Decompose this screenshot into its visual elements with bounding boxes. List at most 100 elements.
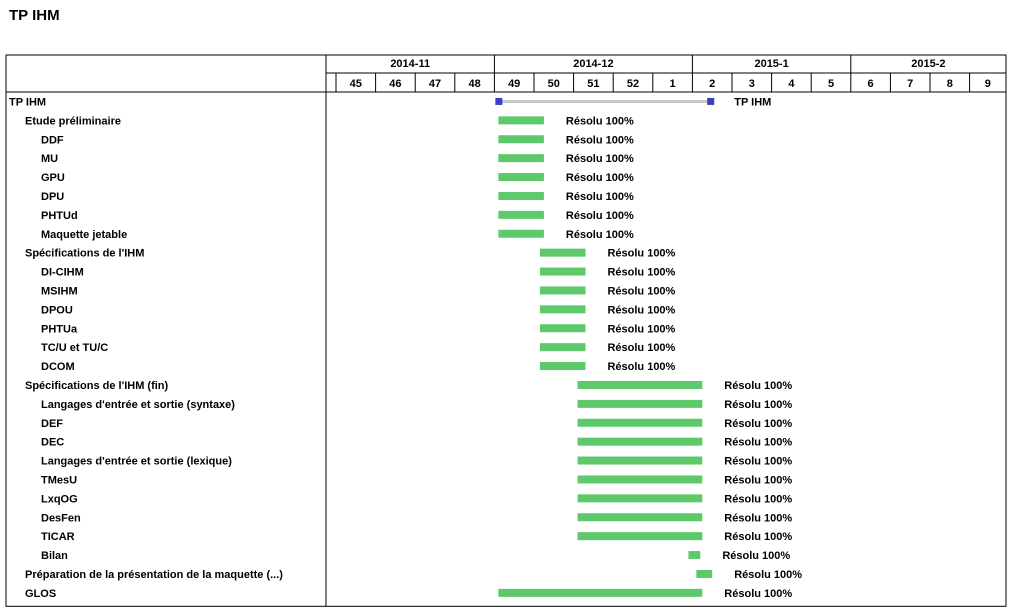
task-status-label: Résolu 100% [724,380,792,392]
task-bar [498,229,544,238]
task-status-label: Résolu 100% [607,285,675,297]
week-label: 6 [868,78,874,90]
task-bar [577,437,703,446]
task-name: DEC [41,437,64,449]
task-name: MSIHM [41,285,78,297]
task-bar [577,399,703,408]
week-label: 52 [627,78,639,90]
task-status-label: Résolu 100% [724,474,792,486]
task-status-label: Résolu 100% [724,512,792,524]
summary-label: TP IHM [734,96,771,108]
task-status-label: Résolu 100% [724,418,792,430]
week-label: 1 [670,78,676,90]
week-label: 47 [429,78,441,90]
task-bar [577,494,703,503]
summary-start-marker [495,97,503,105]
task-name: MU [41,153,58,165]
task-status-label: Résolu 100% [566,172,634,184]
task-bar [539,324,586,333]
task-bar [498,588,703,597]
task-name: TICAR [41,531,75,543]
task-name: TC/U et TU/C [41,342,108,354]
task-bar [577,513,703,522]
table-frame [5,54,1007,607]
month-label: 2014-11 [390,58,430,70]
task-status-label: Résolu 100% [734,569,802,581]
task-name: GPU [41,172,65,184]
week-label: 8 [947,78,953,90]
page-title: TP IHM [9,7,60,24]
task-status-label: Résolu 100% [724,437,792,449]
summary-end-marker [707,97,715,105]
task-name: DI-CIHM [41,267,84,279]
task-name: GLOS [25,588,56,600]
month-label: 2015-1 [754,58,788,70]
task-bar [577,532,703,541]
task-bar [688,551,701,560]
task-status-label: Résolu 100% [566,191,634,203]
task-bar [539,305,586,314]
task-status-label: Résolu 100% [724,531,792,543]
task-status-label: Résolu 100% [607,248,675,260]
task-bar [539,286,586,295]
task-bar [577,456,703,465]
task-status-label: Résolu 100% [566,134,634,146]
task-status-label: Résolu 100% [607,342,675,354]
task-name: DPU [41,191,64,203]
task-name: Maquette jetable [41,229,127,241]
task-name: DesFen [41,512,81,524]
week-label: 4 [788,78,795,90]
task-status-label: Résolu 100% [566,210,634,222]
task-status-label: Résolu 100% [566,153,634,165]
task-name: DCOM [41,361,75,373]
task-name: TP IHM [9,96,46,108]
task-name: TMesU [41,474,77,486]
week-label: 7 [907,78,913,90]
week-label: 2 [709,78,715,90]
task-bar [498,191,544,200]
task-bar [539,343,586,352]
task-name: Langages d'entrée et sortie (syntaxe) [41,399,235,411]
task-name: Spécifications de l'IHM [25,248,144,260]
task-status-label: Résolu 100% [724,588,792,600]
task-name: PHTUd [41,210,78,222]
week-label: 46 [389,78,401,90]
task-status-label: Résolu 100% [607,361,675,373]
task-name: DPOU [41,304,73,316]
week-label: 9 [985,78,991,90]
task-bar [577,418,703,427]
task-bar [539,248,586,257]
task-name: DEF [41,418,63,430]
task-status-label: Résolu 100% [566,229,634,241]
task-bar [577,475,703,484]
month-label: 2014-12 [573,58,613,70]
task-bar [498,116,544,125]
task-bar [539,267,586,276]
week-label: 45 [350,78,362,90]
task-bar [577,380,703,389]
task-bar [498,173,544,182]
task-name: Préparation de la présentation de la maq… [25,569,283,581]
task-status-label: Résolu 100% [607,267,675,279]
week-label: 3 [749,78,755,90]
task-status-label: Résolu 100% [724,493,792,505]
week-label: 48 [468,78,480,90]
task-name: DDF [41,134,64,146]
task-name: LxqOG [41,493,78,505]
task-name: Etude préliminaire [25,115,121,127]
task-name: PHTUa [41,323,78,335]
task-name: Bilan [41,550,68,562]
task-bar [498,154,544,163]
task-name: Spécifications de l'IHM (fin) [25,380,169,392]
task-status-label: Résolu 100% [566,115,634,127]
task-status-label: Résolu 100% [724,456,792,468]
task-bar [498,135,544,144]
month-label: 2015-2 [911,58,945,70]
task-bar [498,210,544,219]
week-label: 50 [548,78,560,90]
task-status-label: Résolu 100% [724,399,792,411]
task-status-label: Résolu 100% [607,323,675,335]
task-status-label: Résolu 100% [722,550,790,562]
task-status-label: Résolu 100% [607,304,675,316]
